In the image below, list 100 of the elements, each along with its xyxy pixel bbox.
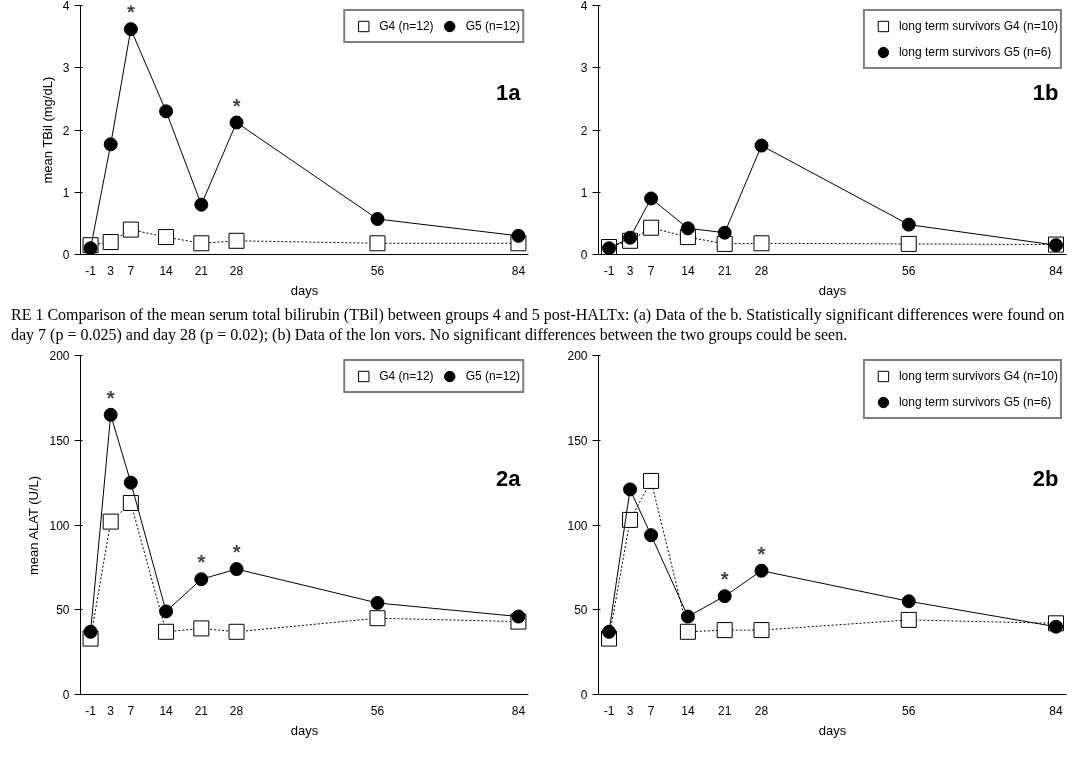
x-tick-label: -1 — [603, 263, 615, 278]
point — [194, 572, 209, 587]
annotation: 2b — [1032, 466, 1059, 492]
point — [623, 230, 638, 245]
y-tick-label: 100 — [567, 518, 588, 533]
point — [193, 620, 210, 637]
point — [123, 22, 138, 37]
legend-label: G4 (n=12) — [379, 369, 434, 383]
point — [102, 513, 119, 530]
point — [159, 104, 174, 119]
y-tick-label: 50 — [56, 603, 70, 618]
y-tick-label: 0 — [62, 688, 70, 702]
point — [679, 623, 696, 640]
point — [717, 589, 732, 604]
point — [122, 494, 139, 511]
point — [644, 528, 659, 543]
point — [680, 609, 695, 624]
x-tick-label: 3 — [107, 703, 115, 718]
y-tick-label: 150 — [567, 433, 588, 448]
point — [159, 604, 174, 619]
legend-label: G5 (n=12) — [465, 369, 520, 383]
x-tick-label: 3 — [107, 263, 115, 278]
legend-label: long term survivors G4 (n=10) — [898, 369, 1058, 383]
x-tick-label: 84 — [511, 263, 526, 278]
point — [900, 235, 917, 252]
x-tick-label: 7 — [647, 703, 655, 718]
point — [622, 511, 639, 528]
point — [369, 235, 386, 252]
x-axis-title: days — [290, 722, 319, 738]
y-tick-label: 1 — [580, 185, 588, 200]
annotation: * — [126, 1, 135, 24]
x-axis-title: days — [818, 722, 847, 738]
annotation: * — [106, 386, 115, 409]
point — [643, 219, 660, 236]
x-tick-label: 3 — [626, 263, 634, 278]
x-tick-label: 21 — [718, 263, 732, 278]
y-axis-title: mean ALAT (U/L) — [26, 475, 42, 576]
point — [229, 115, 244, 130]
y-tick-label: 4 — [62, 0, 70, 13]
point — [369, 610, 386, 627]
annotation: * — [197, 551, 206, 574]
x-tick-label: -1 — [603, 703, 615, 718]
y-tick-label: 150 — [49, 433, 70, 448]
point — [123, 475, 138, 490]
y-tick-label: 0 — [62, 248, 70, 262]
x-axis-title: days — [818, 282, 847, 298]
point — [717, 225, 732, 240]
point — [1048, 619, 1063, 634]
x-axis-title: days — [290, 282, 319, 298]
y-tick-label: 3 — [580, 61, 588, 76]
x-tick-label: 14 — [159, 703, 174, 718]
annotation: 2a — [496, 466, 522, 492]
point — [228, 232, 245, 249]
x-tick-label: 56 — [902, 703, 916, 718]
y-tick-label: 200 — [49, 349, 70, 363]
x-tick-label: 7 — [127, 703, 135, 718]
x-tick-label: 84 — [1049, 263, 1063, 278]
x-tick-label: 56 — [370, 263, 385, 278]
point — [103, 137, 118, 152]
y-axis-title: mean TBil (mg/dL) — [39, 76, 55, 184]
x-tick-label: 7 — [647, 263, 655, 278]
x-tick-label: 7 — [127, 263, 135, 278]
x-tick-label: 56 — [370, 703, 385, 718]
point — [643, 472, 660, 489]
annotation: 1a — [496, 80, 522, 106]
point — [602, 624, 617, 639]
legend-label: long term survivors G5 (n=6) — [898, 395, 1052, 409]
x-tick-label: 21 — [194, 703, 209, 718]
y-tick-label: 50 — [574, 603, 588, 618]
x-tick-label: -1 — [85, 703, 97, 718]
annotation: * — [232, 94, 241, 117]
point — [228, 623, 245, 640]
legend-label: long term survivors G4 (n=10) — [898, 19, 1058, 33]
y-tick-label: 100 — [49, 518, 70, 533]
y-tick-label: 0 — [580, 248, 588, 262]
point — [623, 482, 638, 497]
point — [193, 235, 210, 252]
point — [754, 138, 769, 153]
y-tick-label: 2 — [580, 123, 588, 138]
y-tick-label: 0 — [580, 688, 588, 702]
point — [753, 622, 770, 639]
x-tick-label: 56 — [902, 263, 916, 278]
y-tick-label: 2 — [62, 123, 70, 138]
point — [102, 234, 119, 251]
point — [158, 229, 175, 246]
point — [901, 217, 916, 232]
annotation: * — [232, 541, 241, 564]
legend-label: G4 (n=12) — [379, 19, 434, 33]
y-tick-label: 4 — [580, 0, 588, 13]
point — [83, 241, 98, 255]
x-tick-label: 14 — [159, 263, 174, 278]
legend-label: G5 (n=12) — [465, 19, 520, 33]
point — [370, 595, 385, 610]
x-tick-label: 28 — [229, 263, 244, 278]
x-tick-label: 3 — [626, 703, 634, 718]
x-tick-label: 28 — [754, 263, 769, 278]
x-tick-label: 28 — [754, 703, 769, 718]
point — [122, 221, 139, 238]
x-tick-label: 14 — [681, 263, 695, 278]
point — [511, 609, 526, 624]
